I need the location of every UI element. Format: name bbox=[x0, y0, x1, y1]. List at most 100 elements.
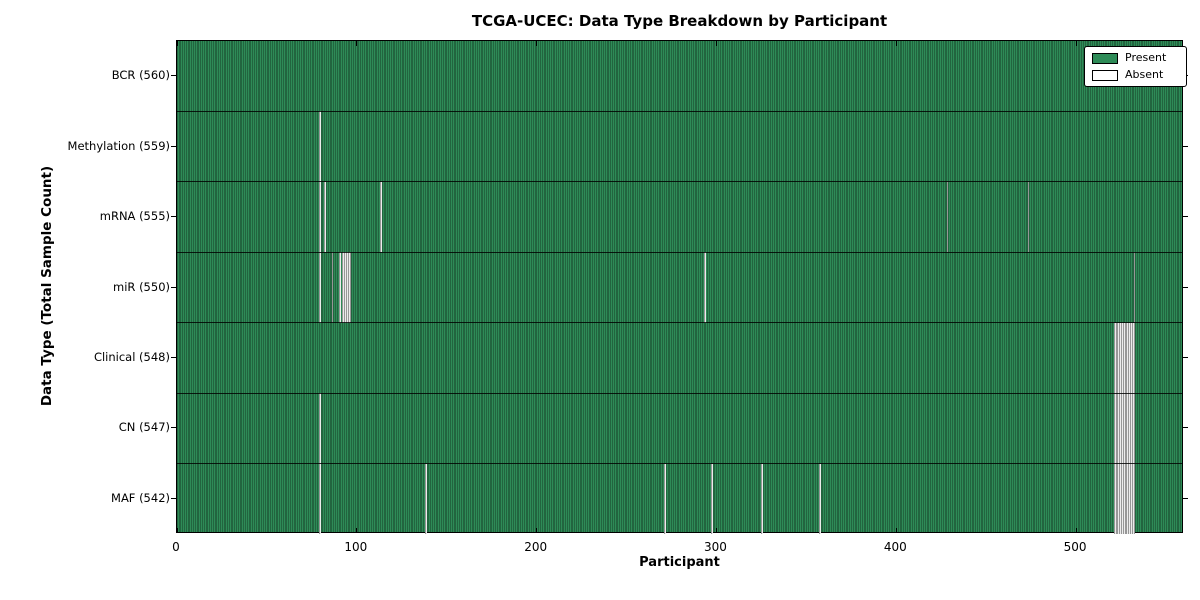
absent-cell-cn bbox=[1121, 393, 1123, 464]
absent-cell-mir bbox=[347, 252, 350, 323]
absent-cell-maf bbox=[761, 463, 764, 534]
legend-item-absent: Absent bbox=[1092, 69, 1179, 81]
absent-cell-clinical bbox=[1128, 322, 1131, 394]
absent-cell-cn bbox=[1128, 393, 1131, 464]
y-tick-mark bbox=[171, 216, 176, 218]
x-tick-label: 300 bbox=[704, 540, 727, 554]
x-tick-mark bbox=[536, 41, 538, 46]
y-tick-mark bbox=[171, 145, 176, 147]
legend-item-present: Present bbox=[1092, 52, 1179, 64]
absent-cell-clinical bbox=[1122, 322, 1125, 394]
plot-area bbox=[176, 40, 1183, 534]
absent-cell-maf bbox=[1131, 463, 1134, 534]
x-tick-mark bbox=[715, 41, 717, 46]
absent-cell-clinical bbox=[1124, 322, 1127, 394]
absent-cell-mir bbox=[346, 252, 348, 323]
absent-cell-mir bbox=[319, 252, 321, 323]
absent-cell-mrna bbox=[324, 181, 327, 253]
x-tick-mark bbox=[177, 527, 178, 533]
absent-cell-clinical bbox=[1131, 322, 1134, 394]
absent-cell-cn bbox=[1117, 393, 1120, 464]
absent-cell-cn bbox=[1119, 393, 1122, 464]
absent-cell-clinical bbox=[1130, 322, 1132, 394]
y-tick-mark bbox=[1183, 145, 1188, 147]
x-tick-mark bbox=[1075, 527, 1077, 533]
row-separator bbox=[177, 251, 1182, 253]
absent-cell-cn bbox=[1130, 393, 1132, 464]
absent-cell-cn bbox=[1133, 393, 1136, 464]
absent-cell-clinical bbox=[1119, 322, 1122, 394]
absent-cell-mir bbox=[331, 252, 334, 323]
absent-cell-cn bbox=[1113, 393, 1116, 464]
absent-cell-clinical bbox=[1113, 322, 1116, 394]
x-axis-title: Participant bbox=[639, 555, 720, 570]
absent-cell-clinical bbox=[1126, 322, 1129, 394]
x-tick-mark bbox=[715, 527, 717, 533]
legend-swatch-present-icon bbox=[1092, 52, 1118, 64]
y-tick-mark bbox=[171, 427, 176, 429]
y-tick-label-cn: CN (547) bbox=[118, 420, 170, 435]
absent-cell-maf bbox=[1122, 463, 1125, 534]
absent-cell-maf bbox=[1115, 463, 1118, 534]
absent-cell-maf bbox=[664, 463, 667, 534]
absent-cell-cn bbox=[1115, 393, 1118, 464]
absent-cell-maf bbox=[711, 463, 713, 534]
absent-cell-mir bbox=[342, 252, 345, 323]
absent-cell-cn bbox=[1126, 393, 1129, 464]
y-tick-label-maf: MAF (542) bbox=[111, 490, 170, 505]
row-separator bbox=[177, 392, 1182, 394]
x-tick-mark bbox=[177, 41, 178, 46]
absent-cell-mir bbox=[338, 252, 341, 323]
x-tick-mark bbox=[356, 41, 358, 46]
absent-cell-maf bbox=[1126, 463, 1129, 534]
absent-cell-methylation bbox=[319, 111, 321, 182]
y-tick-mark bbox=[171, 286, 176, 288]
absent-cell-clinical bbox=[1115, 322, 1118, 394]
x-tick-label: 100 bbox=[344, 540, 368, 554]
absent-cell-mrna bbox=[946, 181, 949, 253]
absent-cell-mir bbox=[1133, 252, 1136, 323]
absent-cell-clinical bbox=[1133, 322, 1136, 394]
absent-cell-mir bbox=[349, 252, 352, 323]
x-tick-label: 200 bbox=[524, 540, 548, 554]
absent-cell-cn bbox=[1122, 393, 1125, 464]
y-tick-mark bbox=[171, 497, 176, 499]
legend-label-absent: Absent bbox=[1125, 68, 1164, 81]
x-tick-label: 500 bbox=[1063, 540, 1087, 554]
absent-cell-mir bbox=[703, 252, 706, 323]
y-tick-mark bbox=[1183, 356, 1188, 358]
chart-title: TCGA-UCEC: Data Type Breakdown by Partic… bbox=[471, 12, 888, 30]
legend-swatch-absent-icon bbox=[1092, 69, 1118, 81]
y-tick-mark bbox=[1183, 216, 1188, 218]
absent-cell-maf bbox=[1117, 463, 1120, 534]
absent-cell-maf bbox=[1128, 463, 1131, 534]
absent-cell-clinical bbox=[1117, 322, 1120, 394]
absent-cell-maf bbox=[818, 463, 821, 534]
absent-cell-maf bbox=[1124, 463, 1127, 534]
absent-cell-cn bbox=[1124, 393, 1127, 464]
absent-cell-mir bbox=[344, 252, 347, 323]
x-tick-mark bbox=[356, 527, 358, 533]
absent-cell-maf bbox=[1119, 463, 1122, 534]
absent-cell-cn bbox=[319, 393, 321, 464]
y-tick-mark bbox=[1183, 427, 1188, 429]
absent-cell-maf bbox=[425, 463, 427, 534]
y-tick-label-clinical: Clinical (548) bbox=[93, 349, 170, 364]
y-tick-label-mir: miR (550) bbox=[113, 279, 170, 294]
absent-cell-clinical bbox=[1121, 322, 1123, 394]
row-separator bbox=[177, 181, 1182, 183]
legend: Present Absent bbox=[1084, 46, 1187, 87]
absent-cell-mrna bbox=[1027, 181, 1030, 253]
y-tick-label-bcr: BCR (560) bbox=[111, 68, 170, 83]
y-tick-mark bbox=[171, 356, 176, 358]
y-tick-mark bbox=[171, 75, 176, 77]
absent-cell-maf bbox=[1121, 463, 1123, 534]
x-tick-mark bbox=[1075, 41, 1077, 46]
absent-cell-mrna bbox=[319, 181, 321, 253]
absent-cell-cn bbox=[1131, 393, 1134, 464]
x-tick-mark bbox=[895, 41, 897, 46]
y-tick-mark bbox=[1183, 497, 1188, 499]
x-tick-mark bbox=[536, 527, 538, 533]
x-tick-label: 0 bbox=[172, 540, 180, 554]
